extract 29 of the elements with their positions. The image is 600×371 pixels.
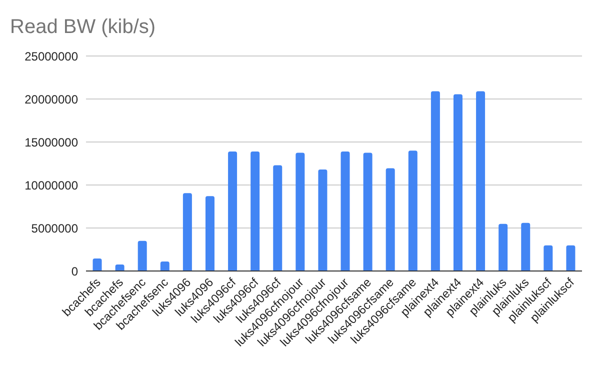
bar xyxy=(250,151,260,271)
bar xyxy=(205,196,214,271)
y-tick-label: 20000000 xyxy=(24,92,78,106)
bar xyxy=(340,151,350,271)
bar xyxy=(363,152,372,271)
y-tick-label: 15000000 xyxy=(24,135,78,150)
y-tick-label: 10000000 xyxy=(24,178,78,192)
bar xyxy=(544,245,553,271)
bar xyxy=(498,224,508,271)
bar xyxy=(92,258,102,271)
bar xyxy=(430,91,440,271)
bar xyxy=(521,222,530,271)
bar xyxy=(273,165,282,271)
bar xyxy=(182,193,192,271)
bar xyxy=(566,245,576,271)
bar xyxy=(476,91,486,271)
bar xyxy=(160,262,170,271)
y-tick-label: 5000000 xyxy=(31,221,78,236)
bar xyxy=(386,168,395,271)
y-tick-label: 25000000 xyxy=(24,49,78,64)
bar xyxy=(228,151,238,271)
bar xyxy=(318,170,328,271)
bar xyxy=(138,240,147,271)
y-tick-label: 0 xyxy=(71,264,78,278)
bar xyxy=(408,150,418,271)
bar xyxy=(453,94,462,271)
chart-title: Read BW (kib/s) xyxy=(10,16,156,39)
bar xyxy=(296,152,305,271)
bar xyxy=(115,264,124,271)
